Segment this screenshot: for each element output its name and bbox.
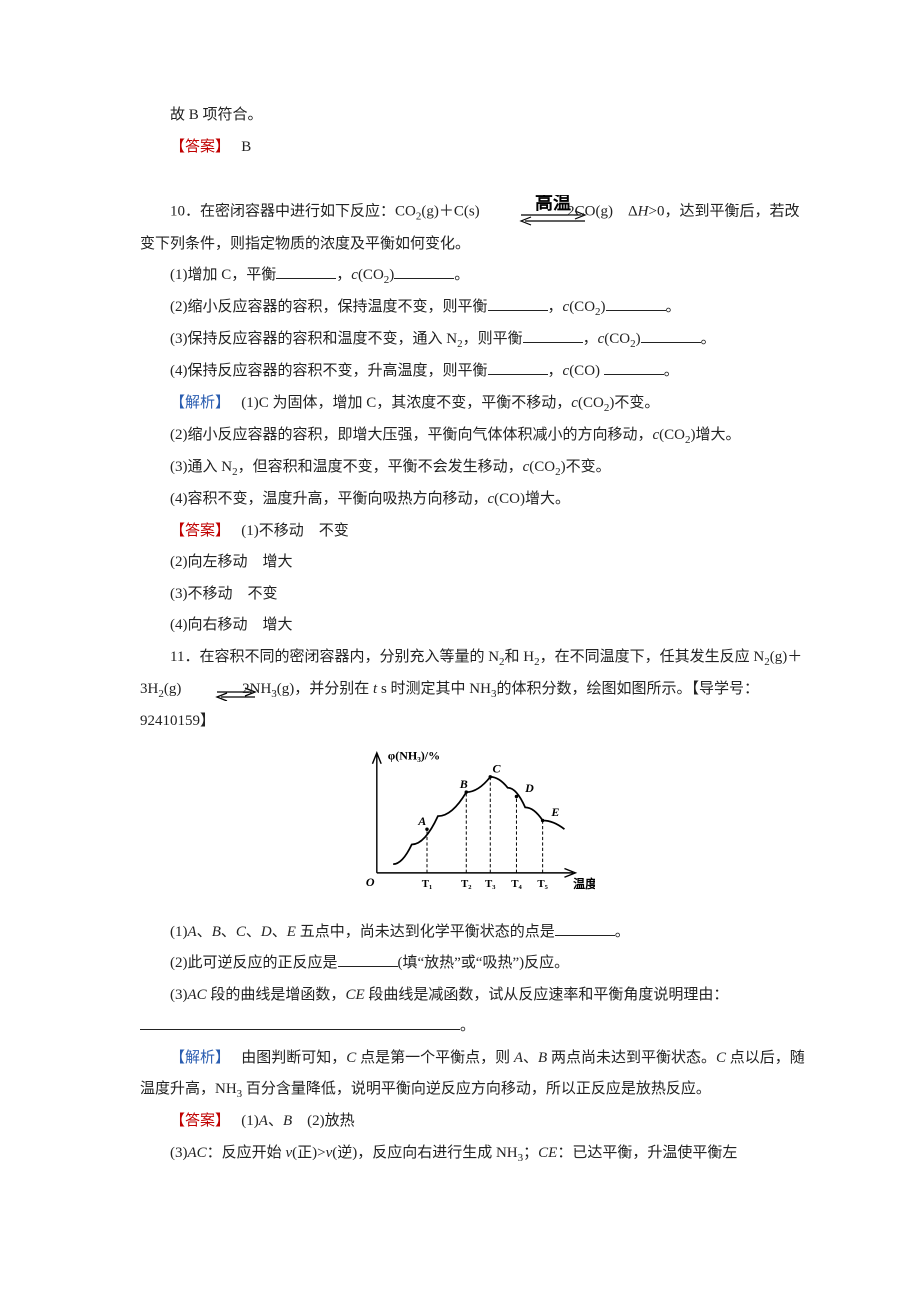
answer-b: B — [241, 139, 251, 155]
blank — [606, 295, 666, 311]
analysis-label: 【解析】 — [170, 395, 223, 411]
q10-sub4: (4)保持反应容器的容积不变，升高温度，则平衡，c(CO) 。 — [140, 356, 810, 388]
q11-ans: 【答案】 (1)A、B (2)放热 — [140, 1106, 810, 1138]
svg-text:T₅: T₅ — [537, 878, 548, 890]
blank — [140, 1014, 460, 1030]
q11-jiexi: 【解析】 由图判断可知，C 点是第一个平衡点，则 A、B 两点尚未达到平衡状态。… — [140, 1043, 810, 1107]
q11-stem: 11．在容积不同的密闭容器内，分别充入等量的 N2和 H2，在不同温度下，任其发… — [140, 642, 810, 738]
svg-text:T₃: T₃ — [485, 878, 496, 890]
q10-ans2: (2)向左移动 增大 — [140, 547, 810, 579]
q11-sub3-blank: 。 — [140, 1011, 810, 1043]
blank — [276, 263, 336, 279]
q10-sub1: (1)增加 C，平衡，c(CO2)。 — [140, 260, 810, 292]
q11-chart: φ(NH₃)/% O 温度 T₁ T₂ T₃ T₄ T₅ A B C D E — [140, 743, 810, 911]
q10-jiexi1: 【解析】 (1)C 为固体，增加 C，其浓度不变，平衡不移动，c(CO2)不变。 — [140, 388, 810, 420]
blank — [394, 263, 454, 279]
blank — [523, 327, 583, 343]
q10-ans4: (4)向右移动 增大 — [140, 610, 810, 642]
q10-ans3: (3)不移动 不变 — [140, 579, 810, 611]
svg-text:B: B — [459, 777, 468, 791]
svg-text:D: D — [524, 781, 534, 795]
svg-text:C: C — [492, 762, 501, 776]
line-top: 故 B 项符合。 — [140, 100, 810, 132]
answer-label: 【答案】 — [170, 523, 223, 539]
q10-jiexi3: (3)通入 N2，但容积和温度不变，平衡不会发生移动，c(CO2)不变。 — [140, 452, 810, 484]
q10-sub2: (2)缩小反应容器的容积，保持温度不变，则平衡，c(CO2)。 — [140, 292, 810, 324]
svg-text:T₁: T₁ — [422, 878, 433, 890]
svg-text:T₂: T₂ — [461, 878, 472, 890]
q11-sub2: (2)此可逆反应的正反应是(填“放热”或“吸热”)反应。 — [140, 948, 810, 980]
svg-text:T₄: T₄ — [511, 878, 522, 890]
answer-label: 【答案】 — [170, 139, 223, 155]
answer-b-line: 【答案】 B — [140, 132, 810, 164]
q10-jiexi4: (4)容积不变，温度升高，平衡向吸热方向移动，c(CO)增大。 — [140, 484, 810, 516]
q10-sub3: (3)保持反应容器的容积和温度不变，通入 N2，则平衡，c(CO2)。 — [140, 324, 810, 356]
y-axis-label: φ(NH₃)/% — [388, 749, 440, 763]
analysis-label: 【解析】 — [170, 1050, 223, 1066]
blank — [555, 920, 615, 936]
blank — [338, 951, 398, 967]
x-axis-label: 温度 — [573, 876, 595, 891]
q11-ans3: (3)AC：反应开始 v(正)>v(逆)，反应向右进行生成 NH3；CE：已达平… — [140, 1138, 810, 1170]
svg-text:E: E — [550, 805, 559, 819]
q10-jiexi2: (2)缩小反应容器的容积，即增大压强，平衡向气体体积减小的方向移动，c(CO2)… — [140, 420, 810, 452]
high-temp-arrow-icon: 高温 — [483, 195, 563, 229]
q11-sub1: (1)A、B、C、D、E 五点中，尚未达到化学平衡状态的点是。 — [140, 917, 810, 949]
q10-ans1: 【答案】 (1)不移动 不变 — [140, 516, 810, 548]
answer-label: 【答案】 — [170, 1113, 223, 1129]
q10-stem: 10．在密闭容器中进行如下反应：CO2(g)＋C(s) 高温 2CO(g) ΔH… — [140, 195, 810, 261]
q11-sub3: (3)AC 段的曲线是增函数，CE 段曲线是减函数，试从反应速率和平衡角度说明理… — [140, 980, 810, 1012]
blank — [641, 327, 701, 343]
origin-label: O — [366, 875, 375, 889]
svg-text:A: A — [417, 814, 426, 828]
blank — [604, 359, 664, 375]
blank — [488, 295, 548, 311]
blank — [488, 359, 548, 375]
equilibrium-arrow-icon — [185, 682, 227, 696]
